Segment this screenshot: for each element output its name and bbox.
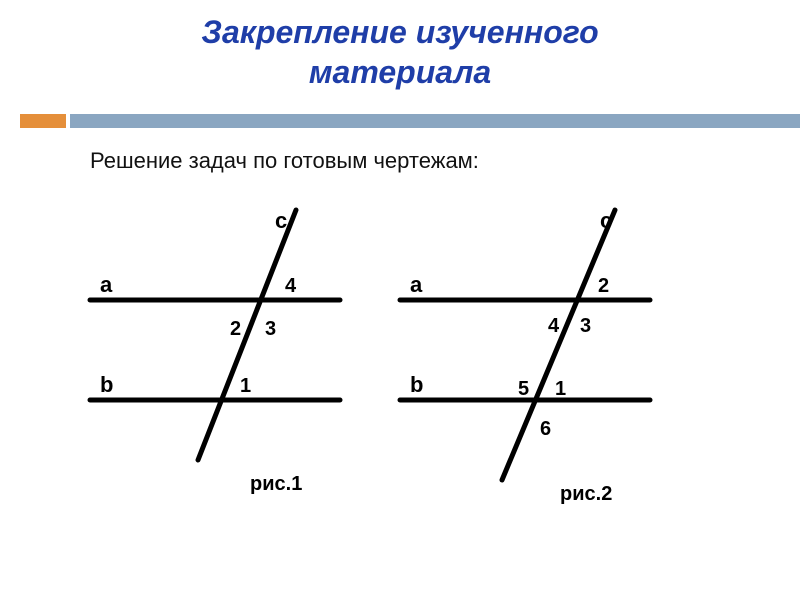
angle-label-4: 4	[285, 275, 297, 297]
accent-bar-right	[70, 114, 800, 128]
figure-caption: рис.2	[560, 483, 612, 505]
figure-area: abc4231рис.1 abc243516рис.2	[80, 200, 720, 560]
line-label-a: a	[100, 272, 113, 297]
angle-label-1: 1	[240, 375, 251, 397]
figure-2: a b c 2 43 5 16 рис.2	[390, 200, 690, 520]
figure-1: a b c 4 2 3 1 рис.1	[80, 200, 380, 520]
line-label-b: b	[100, 372, 113, 397]
angle-label-3: 3	[580, 315, 591, 337]
angle-label-2: 2	[598, 275, 609, 297]
line-label-c: c	[275, 208, 287, 233]
angle-label-6: 6	[540, 418, 551, 440]
slide-title: Закрепление изученного материала	[30, 12, 770, 92]
line-label-c: c	[600, 208, 612, 233]
line-label-b: b	[410, 372, 423, 397]
line-label-a: a	[410, 272, 423, 297]
title-line-1: Закрепление изученного	[201, 14, 598, 50]
figure-caption: рис.1	[250, 473, 302, 495]
accent-bar-left	[20, 114, 66, 128]
subtitle: Решение задач по готовым чертежам:	[90, 148, 479, 174]
angle-label-1: 1	[555, 378, 566, 400]
angle-label-2: 2	[230, 318, 241, 340]
angle-label-5: 5	[518, 378, 529, 400]
angle-label-3: 3	[265, 318, 276, 340]
slide: Закрепление изученного материала Решение…	[0, 0, 800, 600]
title-line-2: материала	[309, 54, 491, 90]
angle-label-4: 4	[548, 315, 560, 337]
